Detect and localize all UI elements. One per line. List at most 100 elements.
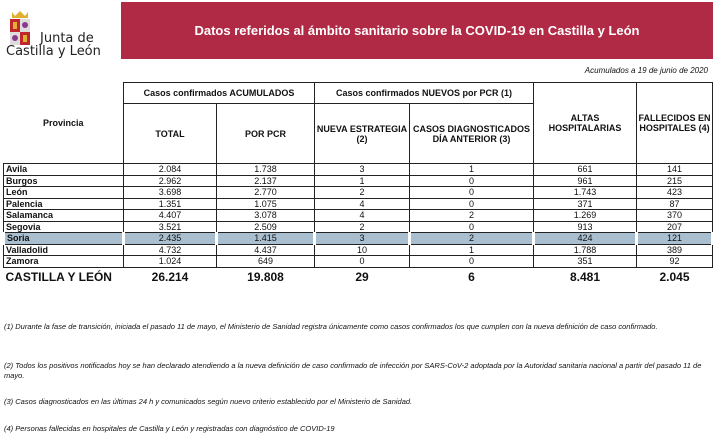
table-cell: 913 xyxy=(533,220,637,233)
province-name: Zamora xyxy=(3,255,124,268)
table-row: León 3.698 2.770 2 0 1.743 423 xyxy=(3,186,713,199)
total-cell: 19.808 xyxy=(247,269,284,284)
col-header-nueva-estrategia: NUEVA ESTRATEGIA (2) xyxy=(314,103,410,164)
province-name: Valladolid xyxy=(3,243,124,256)
table-cell: 0 xyxy=(409,186,534,199)
table-row: Soria 2.435 1.415 3 2 424 121 xyxy=(2,232,714,245)
col-header-total: TOTAL xyxy=(123,103,217,164)
total-cell: 8.481 xyxy=(569,269,601,284)
table-cell: 3.521 xyxy=(123,220,217,233)
table-cell: 1.269 xyxy=(533,209,637,222)
province-name: León xyxy=(3,186,124,199)
table-cell: 0 xyxy=(409,197,534,210)
table-cell: 215 xyxy=(636,174,713,187)
table-cell: 0 xyxy=(409,255,534,268)
table-cell: 2.137 xyxy=(216,174,315,187)
logo-text-line1: Junta de xyxy=(40,31,94,46)
table-cell: 4.407 xyxy=(123,209,217,222)
table-row: Valladolid 4.732 4.437 10 1 1.788 389 xyxy=(3,243,713,256)
footnote-2: (2) Todos los positivos notificados hoy … xyxy=(4,361,702,380)
table-cell: 649 xyxy=(216,255,315,268)
table-cell: 961 xyxy=(533,174,637,187)
table-row: Zamora 1.024 649 0 0 351 92 xyxy=(3,255,713,268)
title-banner: Datos referidos al ámbito sanitario sobr… xyxy=(121,2,713,59)
footnote-1: (1) Durante la fase de transición, inici… xyxy=(4,322,658,331)
table-cell: 2.962 xyxy=(123,174,217,187)
table-cell: 141 xyxy=(636,163,713,176)
province-name: Segovia xyxy=(3,220,124,233)
table-cell: 1.075 xyxy=(216,197,315,210)
table-cell: 2.770 xyxy=(216,186,315,199)
table-cell: 2 xyxy=(314,220,410,233)
col-header-altas: ALTAS HOSPITALARIAS xyxy=(533,82,637,164)
table-cell: 1 xyxy=(409,243,534,256)
table-cell: 4 xyxy=(314,209,410,222)
table-cell: 371 xyxy=(533,197,637,210)
table-cell: 1 xyxy=(314,174,410,187)
table-cell: 1.024 xyxy=(123,255,217,268)
date-note: Acumulados a 19 de junio de 2020 xyxy=(584,66,708,75)
table-cell: 351 xyxy=(533,255,637,268)
total-cell: 6 xyxy=(468,269,475,284)
covid-data-table: Provincia Casos confirmados ACUMULADOS C… xyxy=(2,82,714,286)
table-cell: 4 xyxy=(314,197,410,210)
table-cell: 423 xyxy=(636,186,713,199)
table-cell: 1.738 xyxy=(216,163,315,176)
table-row: Segovia 3.521 2.509 2 0 913 207 xyxy=(3,220,713,233)
table-row: Palencia 1.351 1.075 4 0 371 87 xyxy=(3,197,713,210)
table-cell: 4.437 xyxy=(216,243,315,256)
group-header-new-pcr: Casos confirmados NUEVOS por PCR (1) xyxy=(314,82,534,104)
table-cell: 0 xyxy=(409,220,534,233)
table-cell: 2 xyxy=(408,232,535,245)
province-name: Avila xyxy=(3,163,124,176)
table-cell: 3 xyxy=(313,232,411,245)
table-cell: 389 xyxy=(636,243,713,256)
table-cell: 207 xyxy=(636,220,713,233)
table-cell: 92 xyxy=(636,255,713,268)
province-name: Salamanca xyxy=(3,209,124,222)
table-cell: 10 xyxy=(314,243,410,256)
total-cell: 2.045 xyxy=(659,269,690,284)
total-cell: 29 xyxy=(355,269,369,284)
table-cell: 424 xyxy=(532,232,638,245)
logo-text-line2: Castilla y León xyxy=(6,44,101,59)
province-name: Burgos xyxy=(3,174,124,187)
table-cell: 1.743 xyxy=(533,186,637,199)
table-cell: 4.732 xyxy=(123,243,217,256)
table-cell: 1.415 xyxy=(215,232,316,245)
coat-of-arms-icon xyxy=(10,11,30,45)
table-cell: 3 xyxy=(314,163,410,176)
col-header-provincia: Provincia xyxy=(3,82,124,164)
col-header-dia-anterior: CASOS DIAGNOSTICADOS DÍA ANTERIOR (3) xyxy=(409,103,534,164)
table-cell: 121 xyxy=(635,232,714,245)
table-cell: 2 xyxy=(314,186,410,199)
total-cell: 26.214 xyxy=(151,269,189,284)
table-row: Salamanca 4.407 3.078 4 2 1.269 370 xyxy=(3,209,713,222)
total-row: CASTILLA Y LEÓN 26.214 19.808 29 6 8.481… xyxy=(4,267,713,286)
table-cell: 0 xyxy=(314,255,410,268)
table-cell: 3.078 xyxy=(216,209,315,222)
table-row: Burgos 2.962 2.137 1 0 961 215 xyxy=(3,174,713,187)
province-name: Palencia xyxy=(3,197,124,210)
table-cell: 370 xyxy=(636,209,713,222)
table-cell: 2.435 xyxy=(122,232,218,245)
table-cell: 2.509 xyxy=(216,220,315,233)
table-cell: 1.788 xyxy=(533,243,637,256)
table-cell: 1 xyxy=(409,163,534,176)
table-cell: 0 xyxy=(409,174,534,187)
junta-logo: Junta de Castilla y León xyxy=(4,4,114,58)
table-cell: 1.351 xyxy=(123,197,217,210)
col-header-fallecidos: FALLECIDOS EN HOSPITALES (4) xyxy=(636,82,713,164)
page-title: Datos referidos al ámbito sanitario sobr… xyxy=(194,23,640,38)
table-cell: 2.084 xyxy=(123,163,217,176)
col-header-por-pcr: POR PCR xyxy=(216,103,315,164)
table-cell: 2 xyxy=(409,209,534,222)
table-cell: 661 xyxy=(533,163,637,176)
group-header-accumulated: Casos confirmados ACUMULADOS xyxy=(123,82,315,104)
footnote-3: (3) Casos diagnosticados en las últimas … xyxy=(4,397,413,406)
footnote-4: (4) Personas fallecidas en hospitales de… xyxy=(4,424,335,433)
total-label: CASTILLA Y LEÓN xyxy=(5,269,112,284)
table-row: Avila 2.084 1.738 3 1 661 141 xyxy=(3,163,713,176)
province-name: Soria xyxy=(2,232,125,245)
table-cell: 87 xyxy=(636,197,713,210)
